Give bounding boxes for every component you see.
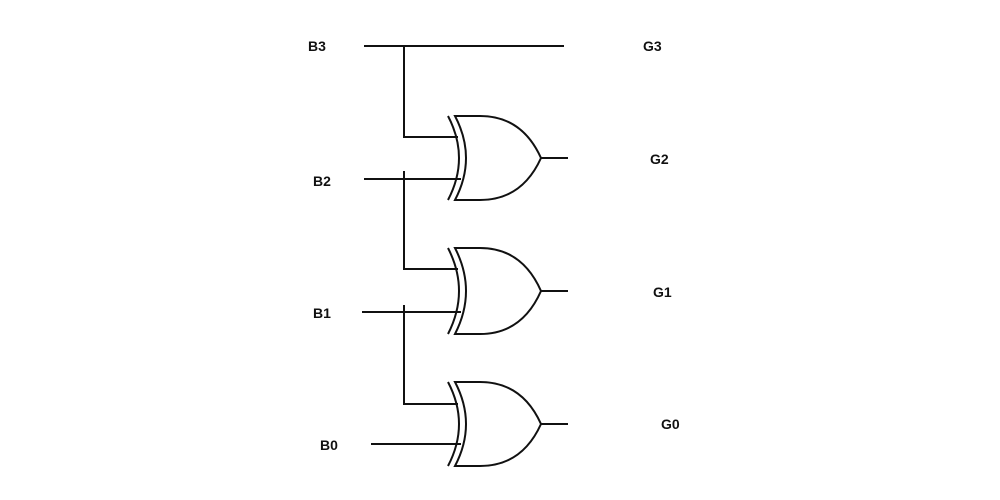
xor-gate-g2 — [447, 115, 543, 201]
xor-gate-g0 — [447, 381, 543, 467]
wire-b1-to-xor-g0 — [403, 305, 458, 405]
xor-gate-g2-back-curve — [447, 115, 460, 201]
output-label-g3: G3 — [643, 38, 662, 54]
output-label-g2: G2 — [650, 151, 669, 167]
input-label-b0: B0 — [320, 437, 338, 453]
input-label-b2: B2 — [313, 173, 331, 189]
xor-gate-g0-back-curve — [447, 381, 460, 467]
output-label-g0: G0 — [661, 416, 680, 432]
xor-gate-g1 — [447, 247, 543, 335]
wire-b3-to-xor-g2 — [403, 45, 458, 138]
input-label-b1: B1 — [313, 305, 331, 321]
wire-b2-to-xor-g1 — [403, 171, 458, 270]
input-label-b3: B3 — [308, 38, 326, 54]
xor-gate-g1-body — [453, 247, 543, 335]
xor-gate-g2-body — [453, 115, 543, 201]
xor-gate-g0-body — [453, 381, 543, 467]
output-label-g1: G1 — [653, 284, 672, 300]
xor-gate-g1-back-curve — [447, 247, 460, 335]
